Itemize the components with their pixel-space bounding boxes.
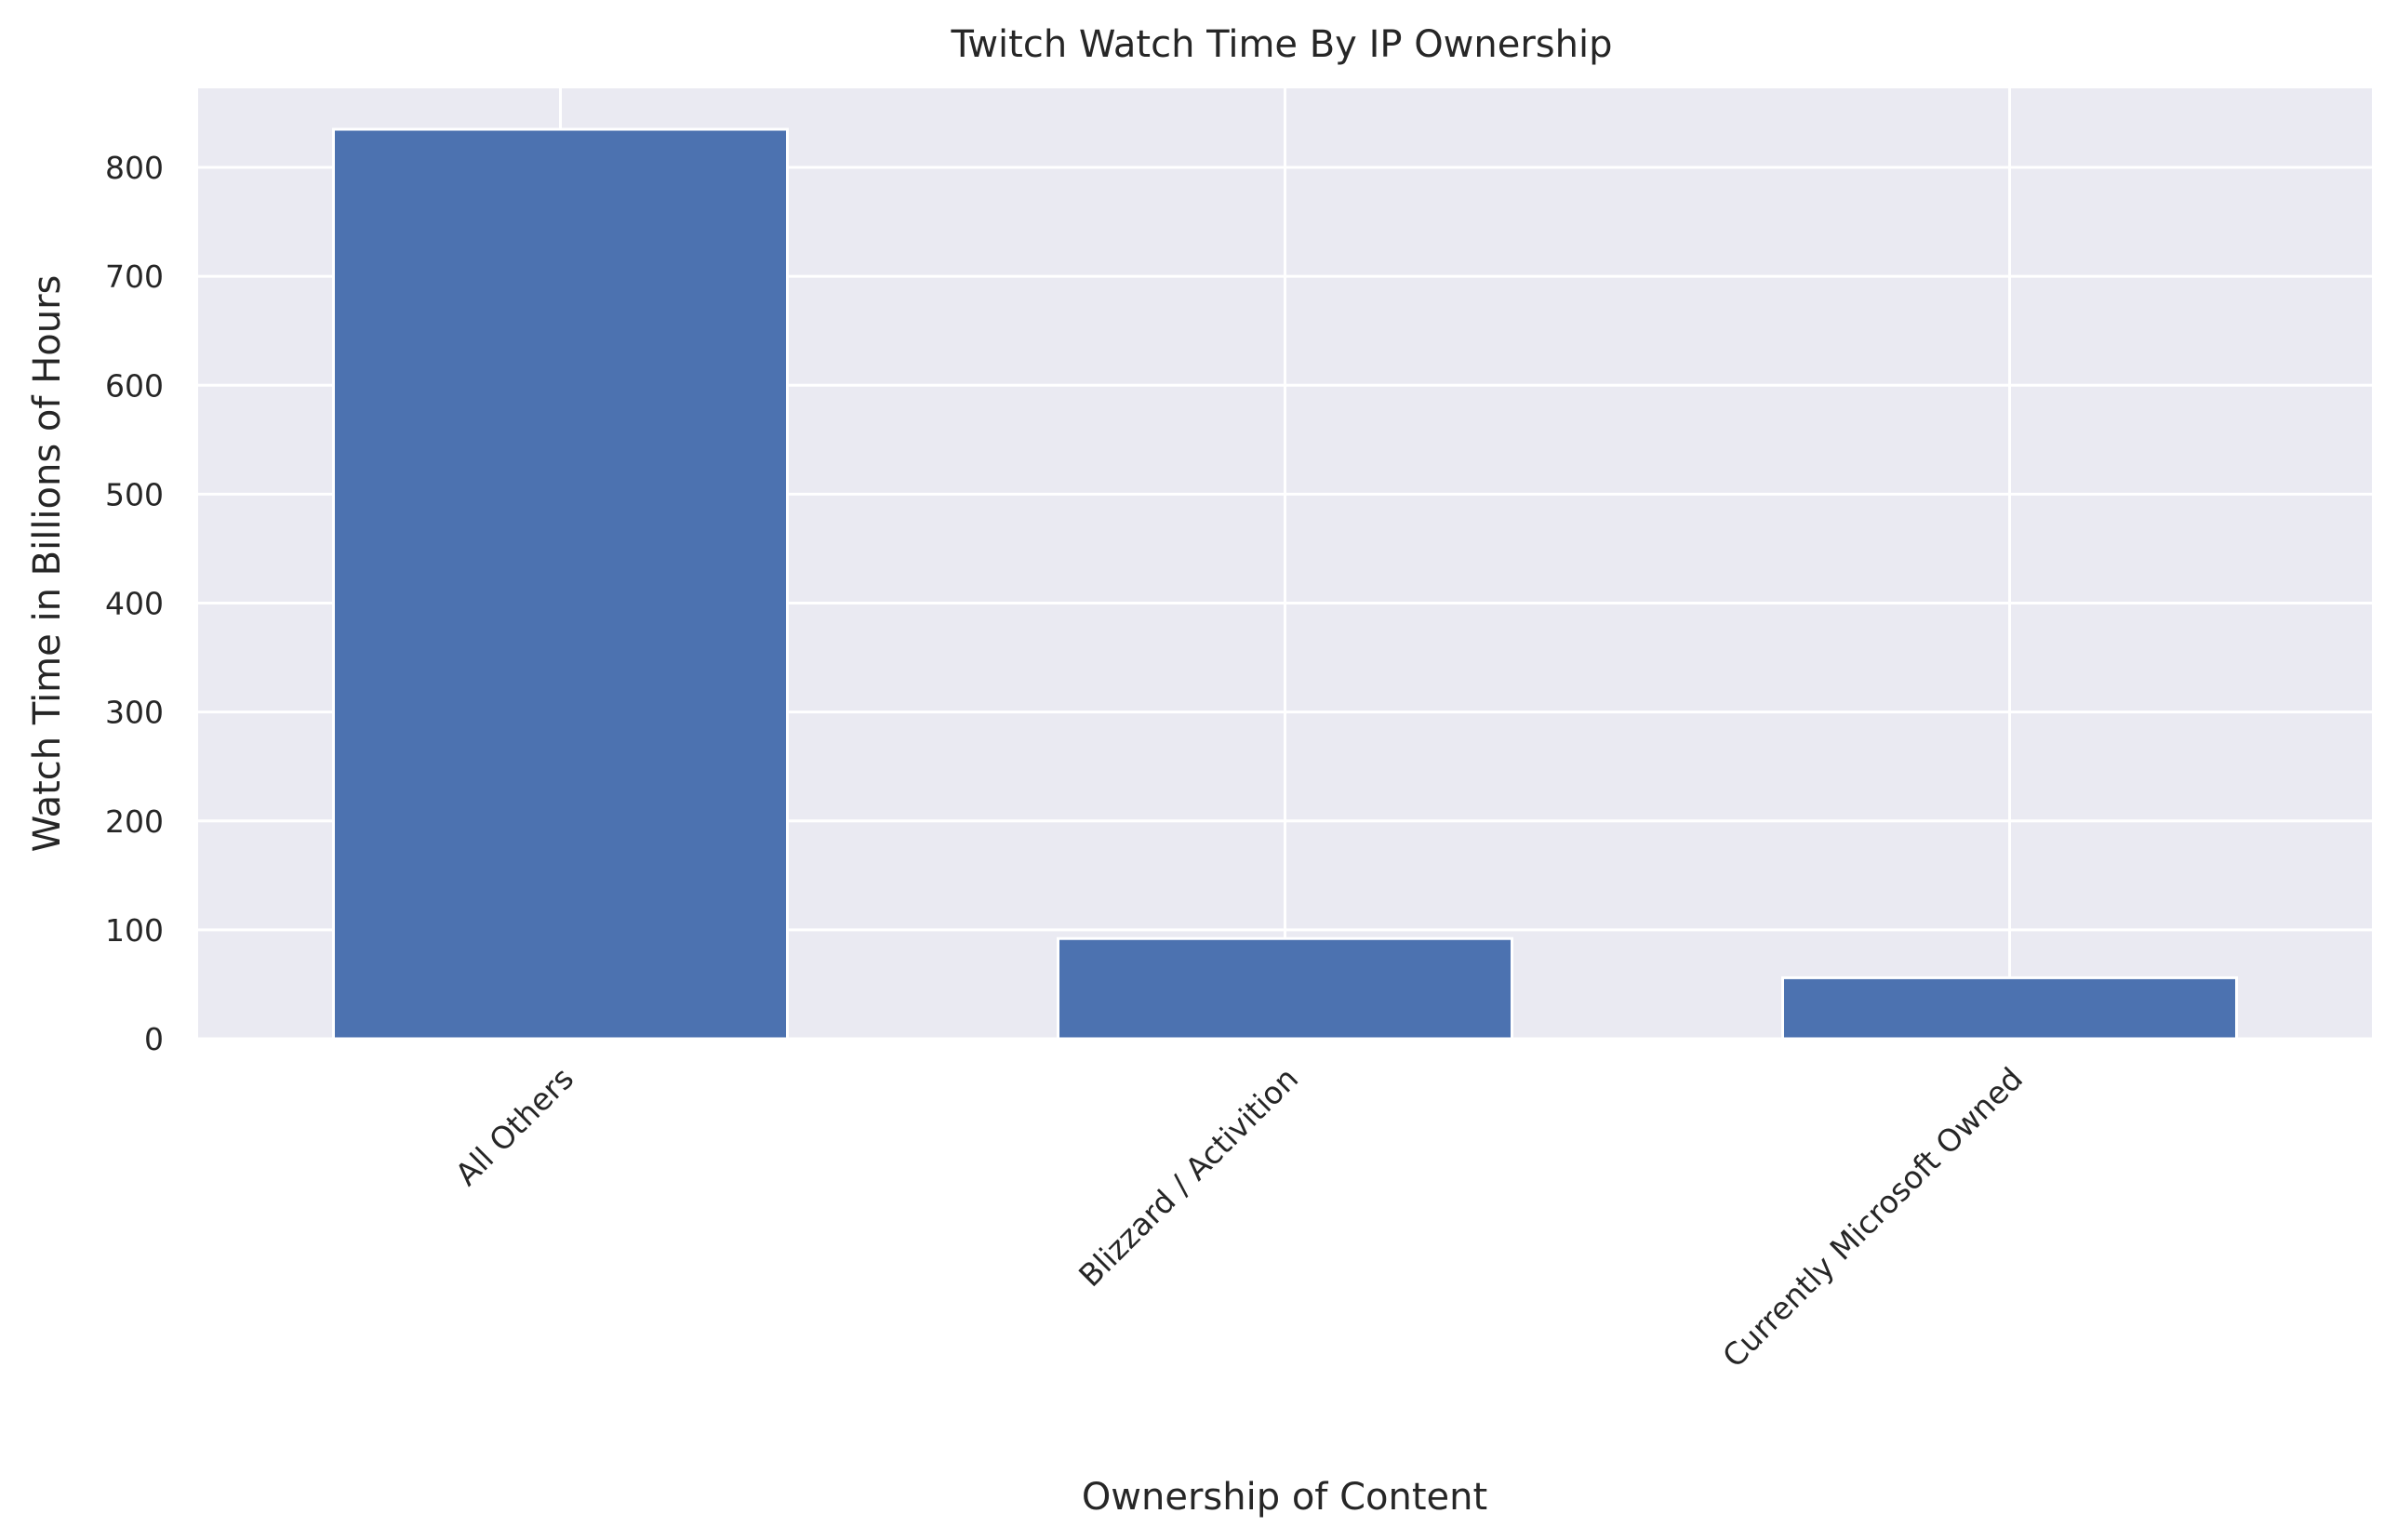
bar-all-others [332, 127, 789, 1041]
y-tick-label: 0 [144, 1021, 164, 1057]
y-axis-title: Watch Time in Billions of Hours [26, 275, 69, 853]
y-tick-label: 600 [105, 367, 164, 404]
y-tick-label: 700 [105, 259, 164, 295]
chart-title: Twitch Watch Time By IP Ownership [951, 23, 1613, 66]
y-tick-label: 300 [105, 695, 164, 731]
bar-currently-microsoft-owned [1781, 976, 2238, 1041]
y-tick-labels: 0 100 200 300 400 500 600 700 800 [105, 150, 164, 1057]
x-tick-label: Currently Microsoft Owned [1715, 1060, 2030, 1374]
y-tick-label: 100 [105, 912, 164, 949]
y-tick-label: 400 [105, 586, 164, 622]
x-tick-label: Blizzard / Activition [1072, 1060, 1305, 1294]
y-tick-label: 800 [105, 150, 164, 186]
x-tick-label: All Others [448, 1060, 580, 1192]
bar-blizzard-activition [1057, 936, 1513, 1041]
bars [332, 127, 2238, 1041]
y-tick-label: 200 [105, 803, 164, 840]
x-axis-title: Ownership of Content [1082, 1476, 1487, 1519]
x-tick-labels: All Others Blizzard / Activition Currently… [448, 1060, 2030, 1374]
y-tick-label: 500 [105, 476, 164, 512]
